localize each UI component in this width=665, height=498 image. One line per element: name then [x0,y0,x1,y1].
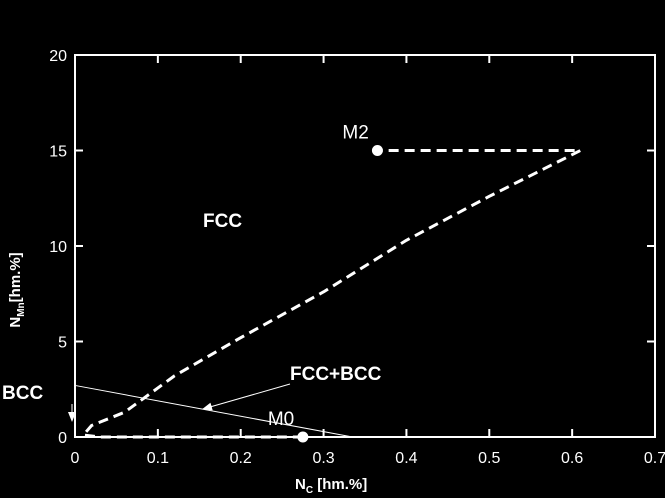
phase-boundary-line [74,384,353,438]
y-tick-label: 5 [58,335,67,352]
y-tick-label: 20 [49,48,67,65]
x-axis-title: NC [hm.%] [295,476,367,496]
y-tick-label: 15 [49,144,67,161]
bcc-region-label: BCC [2,383,43,404]
point-label-m0: M0 [268,409,294,430]
fcc-bcc-region-label: FCC+BCC [290,364,382,385]
x-tick-label: 0.6 [561,450,583,467]
x-tick-label: 0.1 [147,450,169,467]
x-tick-label: 0.4 [395,450,417,467]
x-tick-label: 0 [71,450,80,467]
x-tick-label: 0.5 [478,450,500,467]
plot-frame [74,54,656,438]
fcc-region-label: FCC [203,211,242,232]
x-tick-label: 0.2 [230,450,252,467]
x-tick-label: 0.7 [644,450,665,467]
y-tick-label: 0 [58,430,67,447]
y-axis-title: NMn[hm.%] [7,252,27,327]
point-label-m2: M2 [342,123,368,144]
point-marker-m2 [371,145,383,156]
fcc-bcc-pointer-arrow [202,383,291,411]
x-tick-label: 0.3 [312,450,334,467]
y-tick-label: 10 [49,239,67,256]
dashed-path-series [81,149,582,439]
